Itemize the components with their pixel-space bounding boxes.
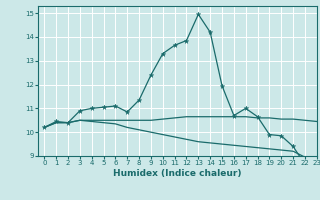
X-axis label: Humidex (Indice chaleur): Humidex (Indice chaleur)	[113, 169, 242, 178]
